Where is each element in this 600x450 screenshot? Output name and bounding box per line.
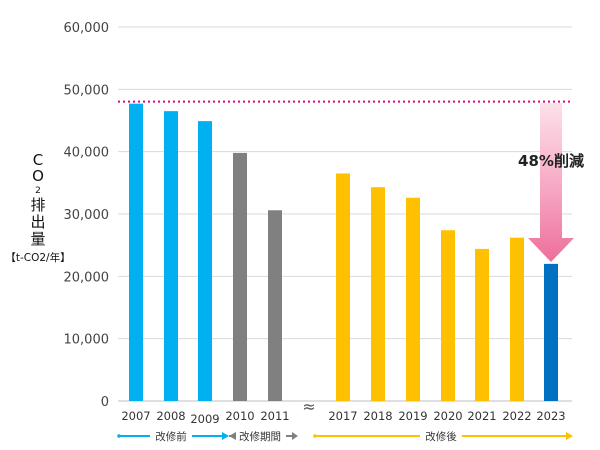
y-label-char-shutsu: 出 xyxy=(30,213,45,231)
bar-2011 xyxy=(268,210,282,401)
bar-2021 xyxy=(475,248,489,401)
y-axis-ticks: 0 10,000 20,000 30,000 40,000 50,000 60,000 xyxy=(64,21,110,410)
x-tick-label-2010: 2010 xyxy=(225,409,254,423)
period-during: 改修期間 xyxy=(229,430,298,443)
y-tick-label: 40,000 xyxy=(64,146,110,161)
x-tick-label-2019: 2019 xyxy=(398,409,427,423)
x-tick-label-2017: 2017 xyxy=(328,409,357,423)
x-tick-label-2021: 2021 xyxy=(467,409,496,423)
bar-2018 xyxy=(371,187,385,401)
period-label-after: 改修後 xyxy=(425,430,457,443)
bar-2009 xyxy=(198,121,212,401)
bar-2019 xyxy=(406,197,420,401)
period-before: 改修前 xyxy=(117,430,229,443)
y-axis-unit: 【t-CO2/年】 xyxy=(5,251,70,264)
y-tick-label: 20,000 xyxy=(64,270,110,285)
bar-2010 xyxy=(233,152,247,401)
period-label-before: 改修前 xyxy=(155,430,187,443)
x-tick-label-2008: 2008 xyxy=(156,409,185,423)
y-label-char-ryo: 量 xyxy=(30,230,45,248)
x-tick-label-2018: 2018 xyxy=(363,409,392,423)
reduction-arrow xyxy=(528,103,574,262)
x-tick-label-2020: 2020 xyxy=(433,409,462,423)
bar-2020 xyxy=(441,230,455,401)
x-tick-label-2009: 2009 xyxy=(190,412,219,426)
bar-2022 xyxy=(510,237,524,401)
period-indicators: 改修前 改修期間 改修後 xyxy=(117,430,573,443)
x-tick-label-2023: 2023 xyxy=(536,409,565,423)
bar-2008 xyxy=(164,111,178,402)
y-tick-label: 30,000 xyxy=(64,208,110,223)
y-tick-label: 50,000 xyxy=(64,83,110,98)
x-axis-ticks: 2007 2008 2009 2010 2011 2017 2018 2019 2020 2021… xyxy=(121,409,565,426)
x-tick-label-2022: 2022 xyxy=(502,409,531,423)
y-axis-label: C O 2 排 出 量 【t-CO2/年】 xyxy=(5,151,70,264)
y-tick-label: 60,000 xyxy=(64,21,110,36)
reduction-annotation: 48%削減 xyxy=(518,152,584,170)
y-label-char-o: O xyxy=(32,167,44,185)
x-tick-label-2007: 2007 xyxy=(121,409,150,423)
y-tick-label: 10,000 xyxy=(64,333,110,348)
bar-2023 xyxy=(544,263,558,401)
x-tick-label-2011: 2011 xyxy=(260,409,289,423)
y-label-char-c: C xyxy=(33,151,43,169)
period-after: 改修後 xyxy=(313,430,573,443)
y-label-char-2: 2 xyxy=(35,186,41,196)
period-label-during: 改修期間 xyxy=(239,430,281,443)
y-tick-label: 0 xyxy=(101,395,109,410)
bars xyxy=(129,103,558,402)
axis-break-glyph: ≈ xyxy=(302,397,315,416)
bar-2017 xyxy=(336,173,350,401)
y-label-char-hai: 排 xyxy=(30,196,45,214)
bar-2007 xyxy=(129,103,143,402)
